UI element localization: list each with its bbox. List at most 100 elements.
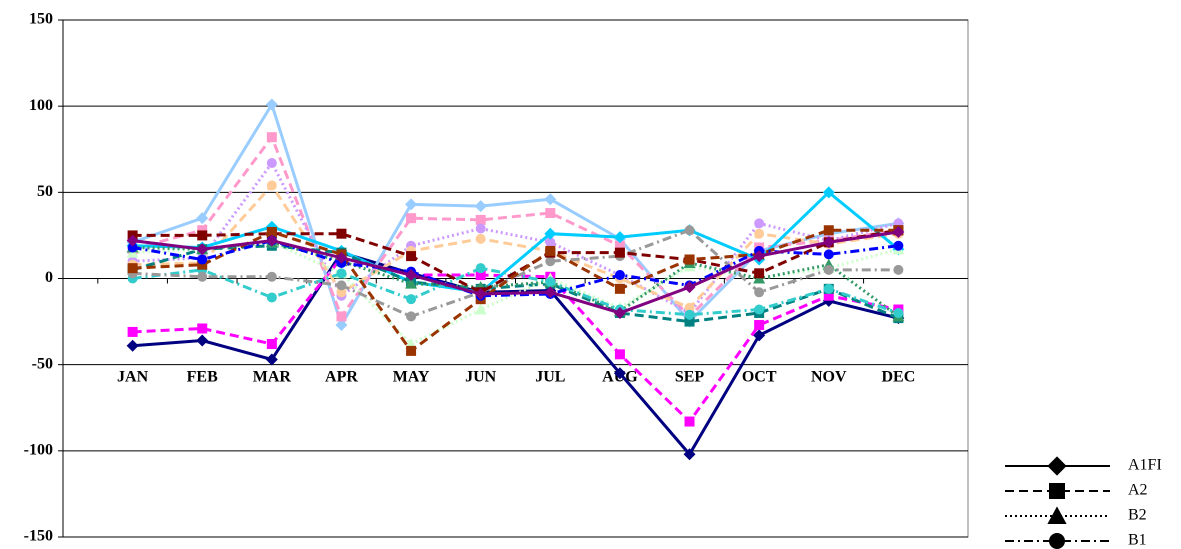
- data-point: [266, 158, 277, 169]
- data-point: [544, 227, 557, 240]
- data-point: [197, 271, 208, 282]
- legend-marker: [1047, 506, 1067, 524]
- x-tick-label: MAY: [393, 369, 430, 386]
- data-point: [754, 287, 765, 298]
- x-tick-label: DEC: [881, 369, 915, 386]
- legend-label: A2: [1128, 482, 1148, 499]
- data-point: [545, 256, 556, 267]
- legend-label: B2: [1128, 507, 1147, 524]
- data-point: [266, 180, 277, 191]
- data-point: [475, 233, 486, 244]
- data-point: [684, 254, 695, 265]
- data-point: [614, 349, 625, 360]
- series-line: [132, 160, 899, 315]
- data-point: [265, 234, 278, 247]
- data-point: [545, 276, 556, 287]
- y-tick-label: -150: [24, 528, 53, 545]
- data-point: [196, 212, 209, 225]
- data-point: [754, 268, 765, 279]
- data-point: [335, 251, 348, 264]
- data-point: [335, 319, 348, 332]
- legend-label: B1: [1128, 532, 1147, 549]
- data-point: [336, 280, 347, 291]
- data-point: [754, 320, 765, 331]
- data-point: [475, 214, 486, 225]
- data-point: [823, 283, 834, 294]
- y-tick-label: -100: [24, 442, 53, 459]
- data-point: [544, 193, 557, 206]
- legend-marker: [1049, 533, 1065, 549]
- data-point: [266, 271, 277, 282]
- series-line: [132, 239, 899, 298]
- data-point: [336, 268, 347, 279]
- data-point: [823, 249, 834, 260]
- data-point: [266, 132, 277, 143]
- data-point: [754, 304, 765, 315]
- series-line: [132, 250, 899, 457]
- data-point: [126, 339, 139, 352]
- x-tick-label: NOV: [811, 369, 847, 386]
- series-line: [132, 244, 899, 324]
- data-point: [893, 264, 904, 275]
- data-point: [614, 283, 625, 294]
- data-point: [754, 228, 765, 239]
- data-point: [406, 251, 417, 262]
- data-point: [754, 218, 765, 229]
- data-point: [544, 286, 557, 299]
- data-point: [474, 288, 487, 301]
- x-tick-label: JUL: [535, 369, 565, 386]
- data-point: [684, 302, 695, 313]
- data-point: [127, 263, 138, 274]
- data-point: [892, 225, 905, 238]
- data-point: [266, 226, 277, 237]
- data-point: [822, 186, 835, 199]
- data-point: [196, 334, 209, 347]
- data-point: [545, 245, 556, 256]
- series-line: [132, 134, 899, 320]
- data-point: [822, 236, 835, 249]
- data-point: [127, 326, 138, 337]
- data-point: [683, 281, 696, 294]
- legend-label: A1FI: [1128, 457, 1162, 474]
- data-point: [613, 231, 626, 244]
- data-point: [266, 338, 277, 349]
- data-point: [197, 259, 208, 270]
- data-point: [336, 311, 347, 322]
- data-point: [823, 225, 834, 236]
- data-point: [196, 243, 209, 256]
- x-tick-label: JAN: [117, 369, 149, 386]
- data-point: [126, 234, 139, 247]
- y-tick-label: 150: [29, 11, 53, 28]
- series-line: [132, 228, 899, 319]
- data-point: [406, 311, 417, 322]
- data-point: [684, 309, 695, 320]
- data-point: [753, 329, 766, 342]
- data-point: [475, 223, 486, 234]
- series-line: [132, 230, 899, 315]
- data-point: [475, 263, 486, 274]
- data-point: [684, 316, 695, 327]
- x-tick-label: APR: [325, 369, 358, 386]
- data-point: [683, 448, 696, 461]
- data-point: [266, 292, 277, 303]
- data-point: [197, 230, 208, 241]
- series-line: [132, 190, 900, 294]
- y-tick-label: 0: [45, 269, 53, 286]
- series-line: [132, 182, 899, 310]
- data-point: [614, 240, 625, 251]
- data-point: [406, 345, 417, 356]
- data-point: [265, 98, 278, 111]
- data-point: [475, 270, 486, 281]
- y-tick-label: -50: [32, 355, 53, 372]
- y-tick-label: 100: [29, 97, 53, 114]
- data-point: [893, 240, 904, 251]
- data-point: [614, 270, 625, 281]
- series-line: [132, 228, 899, 294]
- data-point: [406, 294, 417, 305]
- data-point: [405, 269, 418, 282]
- x-tick-label: FEB: [187, 369, 218, 386]
- data-point: [613, 367, 626, 380]
- data-point: [197, 225, 208, 236]
